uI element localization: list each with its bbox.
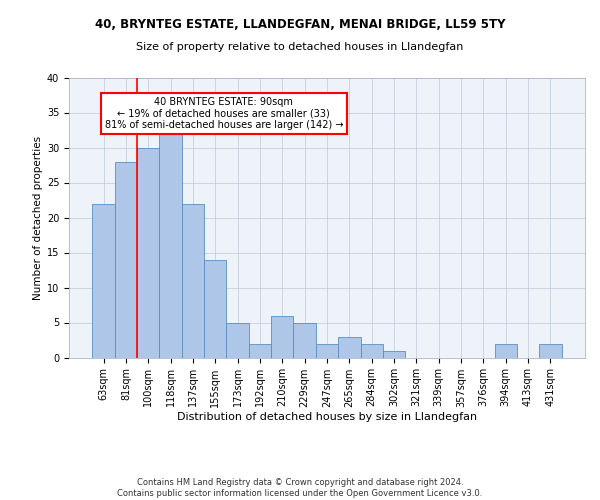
Text: Contains HM Land Registry data © Crown copyright and database right 2024.
Contai: Contains HM Land Registry data © Crown c… <box>118 478 482 498</box>
Text: Size of property relative to detached houses in Llandegfan: Size of property relative to detached ho… <box>136 42 464 52</box>
X-axis label: Distribution of detached houses by size in Llandegfan: Distribution of detached houses by size … <box>177 412 477 422</box>
Bar <box>160 134 182 358</box>
Bar <box>137 148 160 358</box>
Bar <box>494 344 517 357</box>
Bar <box>115 162 137 358</box>
Bar <box>361 344 383 357</box>
Bar <box>338 336 361 357</box>
Text: 40 BRYNTEG ESTATE: 90sqm
← 19% of detached houses are smaller (33)
81% of semi-d: 40 BRYNTEG ESTATE: 90sqm ← 19% of detach… <box>104 97 343 130</box>
Bar <box>271 316 293 358</box>
Bar <box>249 344 271 357</box>
Bar <box>383 350 405 358</box>
Bar <box>293 322 316 358</box>
Text: 40, BRYNTEG ESTATE, LLANDEGFAN, MENAI BRIDGE, LL59 5TY: 40, BRYNTEG ESTATE, LLANDEGFAN, MENAI BR… <box>95 18 505 30</box>
Y-axis label: Number of detached properties: Number of detached properties <box>32 136 43 300</box>
Bar <box>316 344 338 357</box>
Bar <box>204 260 226 358</box>
Bar <box>182 204 204 358</box>
Bar <box>539 344 562 357</box>
Bar <box>92 204 115 358</box>
Bar <box>226 322 249 358</box>
